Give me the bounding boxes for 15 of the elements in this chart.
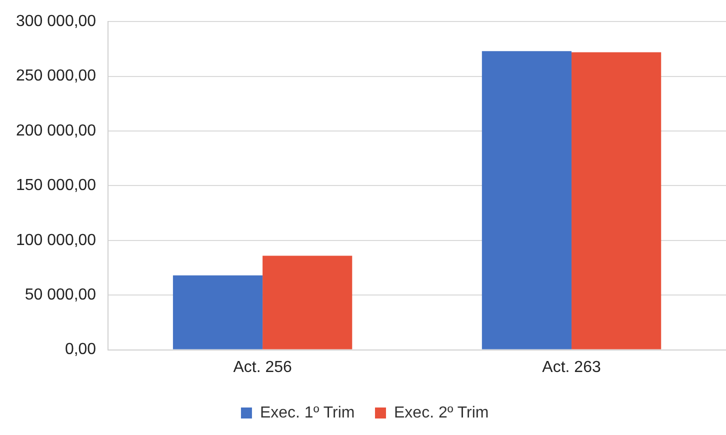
bar	[172, 275, 263, 350]
y-tick-label: 200 000,00	[16, 122, 96, 140]
y-tick-label: 300 000,00	[16, 13, 96, 30]
legend-label: Exec. 1º Trim	[260, 404, 355, 422]
y-tick-label: 250 000,00	[16, 68, 96, 85]
y-tick-label: 50 000,00	[24, 286, 96, 304]
legend-label: Exec. 2º Trim	[394, 404, 489, 422]
bar	[482, 51, 572, 350]
bar	[262, 256, 352, 350]
bar	[572, 52, 662, 350]
x-tick-label: Act. 263	[542, 358, 601, 376]
y-tick-label: 100 000,00	[16, 232, 96, 249]
y-tick-label: 0,00	[64, 341, 96, 358]
x-tick-label: Act. 256	[233, 358, 292, 376]
y-tick-label: 150 000,00	[16, 177, 96, 194]
